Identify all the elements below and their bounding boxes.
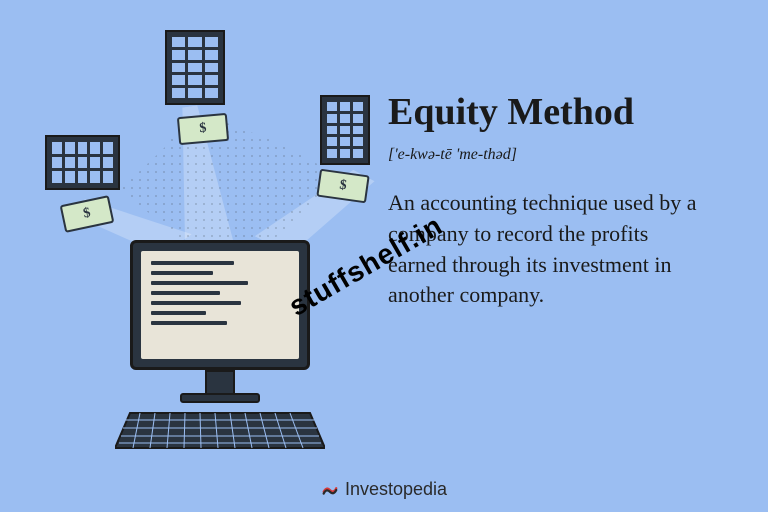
building-icon [45,135,120,190]
keyboard-icon [115,408,325,453]
monitor-icon [130,240,310,370]
monitor-stand-icon [205,370,235,395]
pronunciation-text: ['e-kwə-tē 'me-thəd] [388,146,708,164]
term-title: Equity Method [388,90,708,134]
brand-footer: Investopedia [321,479,447,500]
brand-logo-icon [321,481,339,499]
monitor-base-icon [180,393,260,403]
building-icon [165,30,225,105]
money-icon: $ [177,113,229,145]
definition-text: An accounting technique used by a compan… [388,188,708,311]
illustration-area: $ $ $ [20,20,400,460]
brand-name: Investopedia [345,479,447,500]
text-content: Equity Method ['e-kwə-tē 'me-thəd] An ac… [388,90,708,311]
building-icon [320,95,370,165]
